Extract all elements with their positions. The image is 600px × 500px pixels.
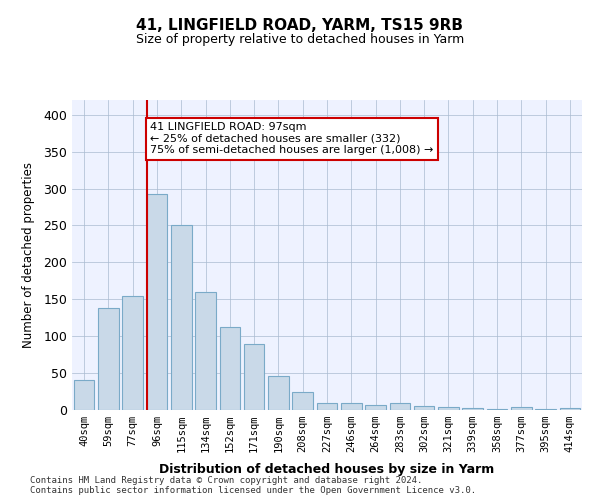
Bar: [317, 402, 337, 410]
Bar: [560, 408, 580, 410]
Bar: [389, 402, 410, 410]
Bar: [292, 392, 313, 410]
Bar: [220, 326, 240, 410]
Bar: [535, 408, 556, 410]
Bar: [244, 344, 265, 410]
Bar: [341, 402, 362, 410]
Text: 41, LINGFIELD ROAD, YARM, TS15 9RB: 41, LINGFIELD ROAD, YARM, TS15 9RB: [137, 18, 464, 32]
Bar: [365, 405, 386, 410]
Bar: [487, 408, 508, 410]
Bar: [74, 380, 94, 410]
Text: Size of property relative to detached houses in Yarm: Size of property relative to detached ho…: [136, 32, 464, 46]
Text: Contains HM Land Registry data © Crown copyright and database right 2024.
Contai: Contains HM Land Registry data © Crown c…: [30, 476, 476, 495]
X-axis label: Distribution of detached houses by size in Yarm: Distribution of detached houses by size …: [160, 464, 494, 476]
Bar: [98, 308, 119, 410]
Bar: [171, 226, 191, 410]
Y-axis label: Number of detached properties: Number of detached properties: [22, 162, 35, 348]
Bar: [146, 194, 167, 410]
Bar: [268, 376, 289, 410]
Bar: [195, 292, 216, 410]
Bar: [414, 406, 434, 410]
Bar: [463, 408, 483, 410]
Bar: [122, 296, 143, 410]
Bar: [438, 407, 459, 410]
Text: 41 LINGFIELD ROAD: 97sqm
← 25% of detached houses are smaller (332)
75% of semi-: 41 LINGFIELD ROAD: 97sqm ← 25% of detach…: [151, 122, 434, 156]
Bar: [511, 407, 532, 410]
